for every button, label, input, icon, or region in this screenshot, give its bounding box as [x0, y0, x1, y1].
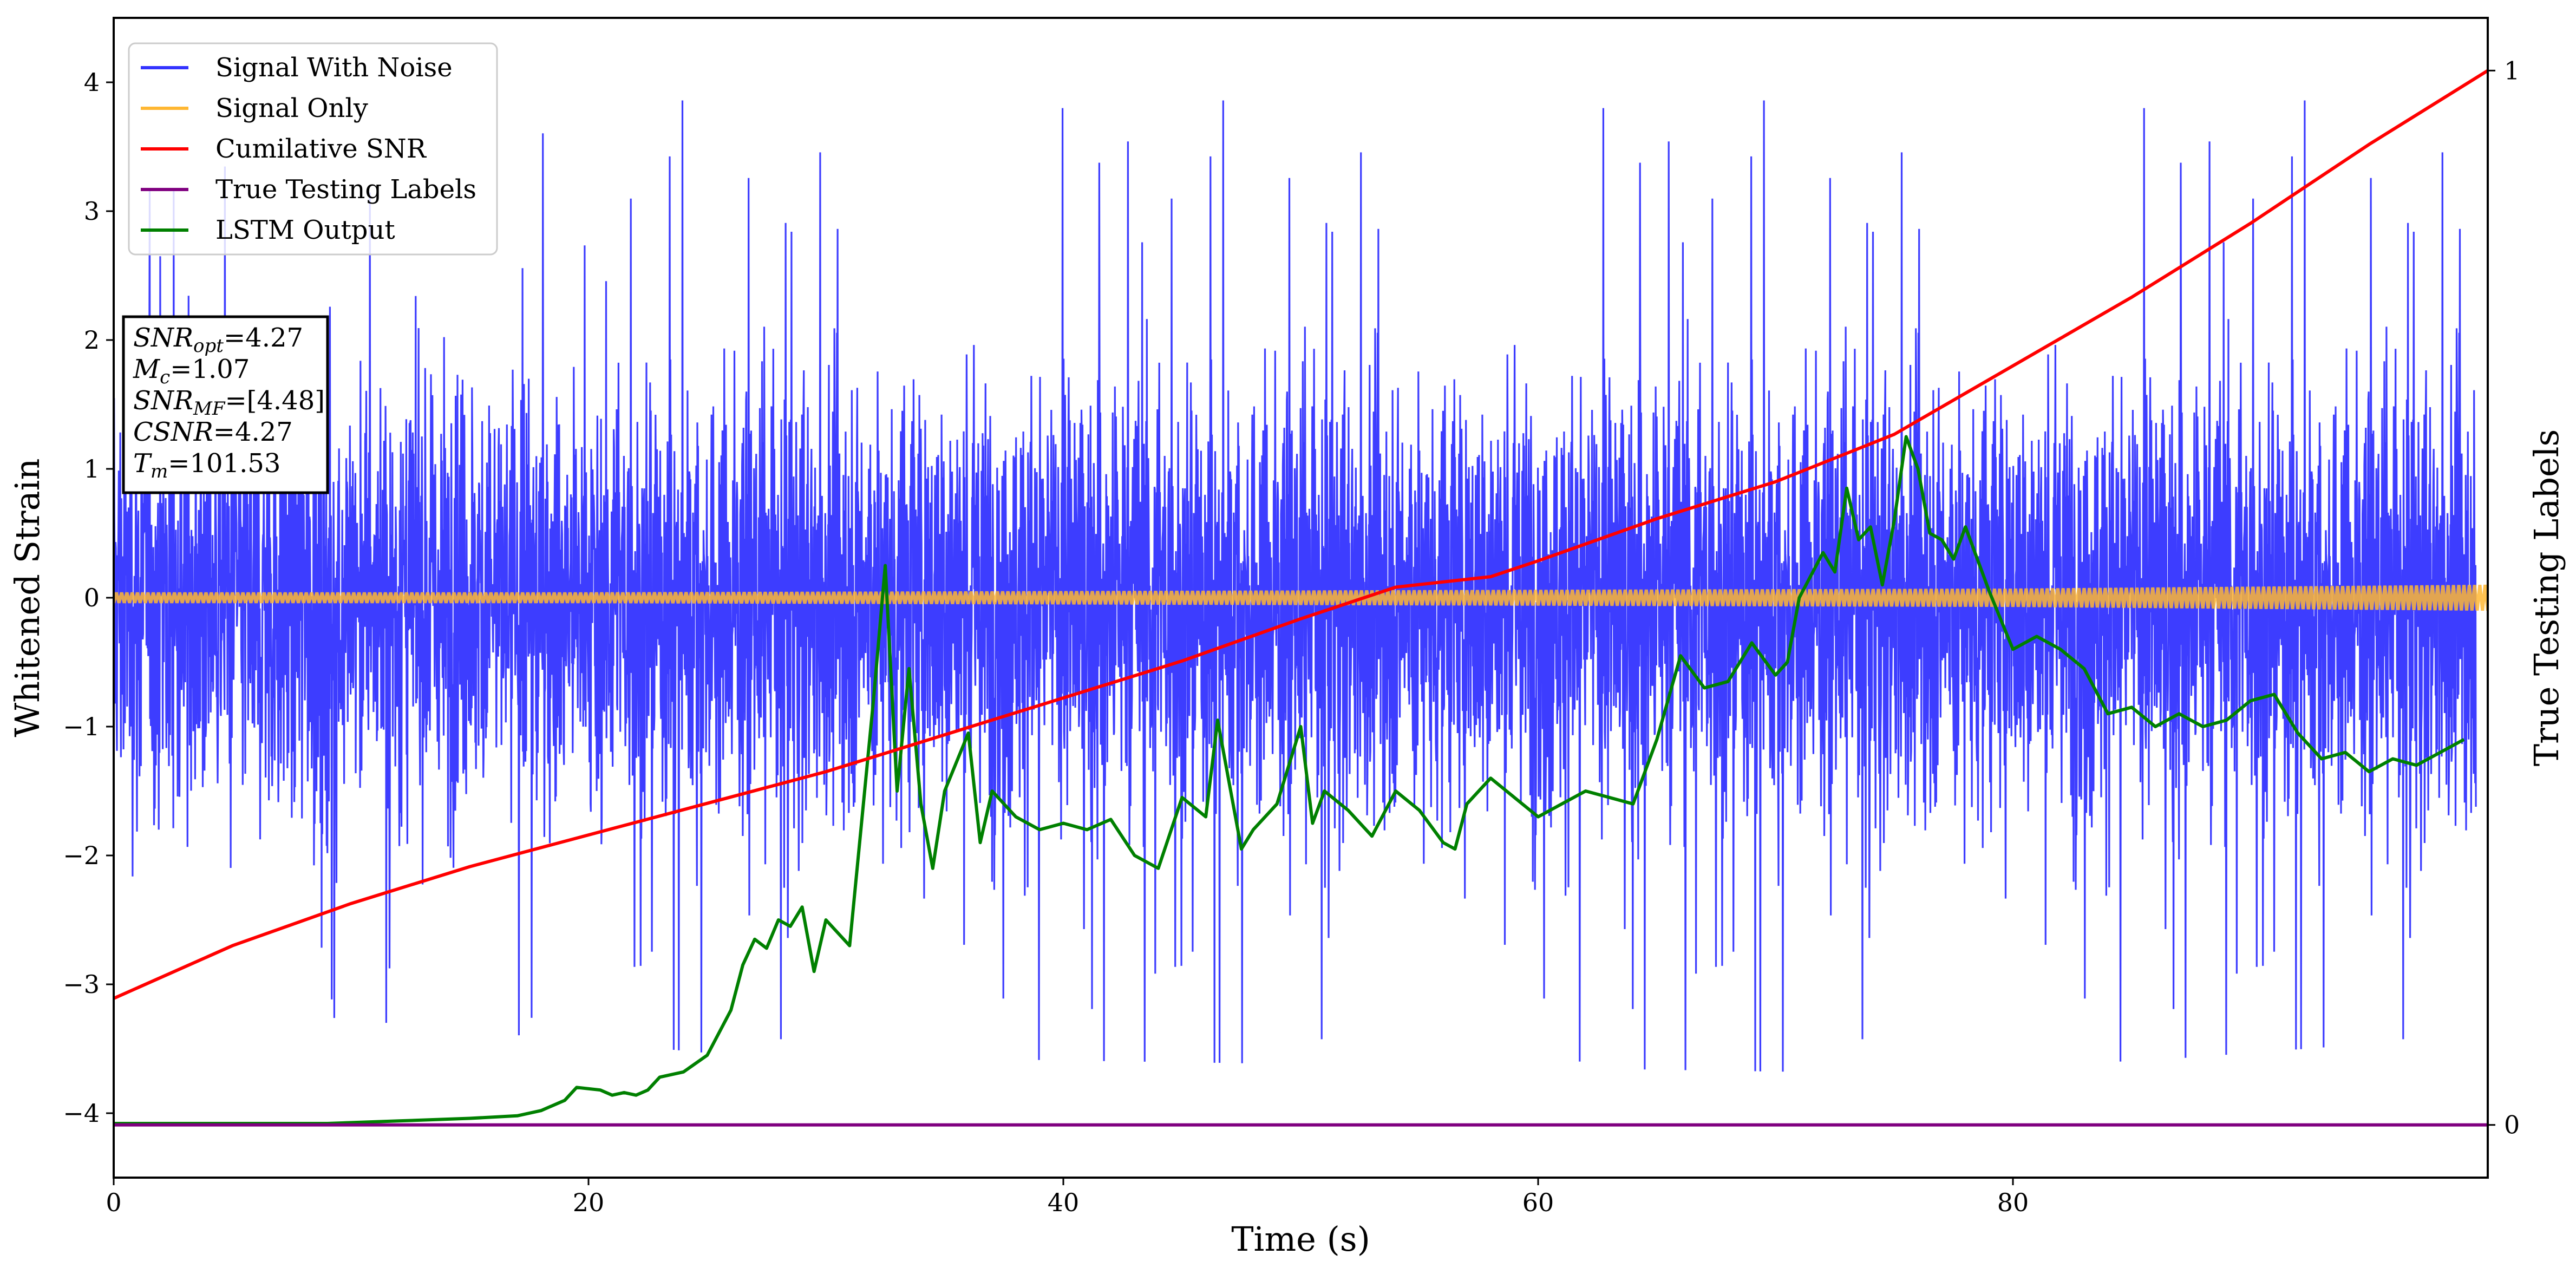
x-tick-label: 0 — [106, 1188, 121, 1217]
y-tick-label: 3 — [84, 197, 100, 226]
stats-line: Tm=101.53 — [133, 448, 280, 482]
stats-line: SNRMF=[4.48] — [133, 386, 325, 420]
y-tick-label: 4 — [84, 68, 100, 97]
lstm-output-line — [114, 435, 2465, 1125]
stats-line: Mc=1.07 — [133, 354, 250, 388]
stats-line: CSNR=4.27 — [133, 417, 293, 447]
legend-label: Signal Only — [215, 93, 368, 123]
x-tick-label: 40 — [1048, 1188, 1080, 1217]
stats-line: SNRopt=4.27 — [133, 323, 303, 357]
y-axis-right: 01 — [2488, 56, 2520, 1140]
x-axis-title: Time (s) — [1231, 1219, 1370, 1259]
y2-tick-label: 0 — [2504, 1110, 2520, 1140]
series-group — [114, 69, 2488, 1127]
y-axis-title: Whitened Strain — [8, 459, 47, 737]
y-tick-label: 0 — [84, 583, 100, 612]
y-tick-label: −4 — [63, 1099, 100, 1128]
y2-axis-title: True Testing Labels — [2527, 429, 2566, 767]
legend-label: Signal With Noise — [215, 53, 453, 83]
plot-area — [114, 69, 2488, 1127]
y-tick-label: 1 — [84, 454, 100, 484]
x-tick-label: 60 — [1522, 1188, 1554, 1217]
stats-box-frame — [122, 315, 329, 494]
legend-label: Cumilative SNR — [215, 134, 427, 164]
legend-label: True Testing Labels — [215, 174, 476, 205]
legend-label: LSTM Output — [215, 215, 395, 245]
legend: Signal With Noise Signal Only Cumilative S… — [128, 42, 498, 256]
y-tick-label: −3 — [63, 970, 100, 999]
y-tick-label: −1 — [63, 712, 100, 741]
y-axis-left: −4 −3 −2 −1 0 1 2 3 4 — [63, 68, 114, 1128]
stats-box: SNRopt=4.27Mc=1.07SNRMF=[4.48]CSNR=4.27T… — [122, 315, 329, 494]
cumulative-snr-line — [114, 69, 2488, 1000]
x-tick-label: 80 — [1997, 1188, 2029, 1217]
y2-tick-label: 1 — [2504, 56, 2520, 85]
y-tick-label: 2 — [84, 325, 100, 355]
x-tick-label: 20 — [573, 1188, 605, 1217]
y-tick-label: −2 — [63, 841, 100, 870]
x-axis: 0 20 40 60 80 — [106, 1178, 2029, 1217]
legend-box — [128, 42, 498, 256]
signal-only-line — [114, 584, 2488, 611]
